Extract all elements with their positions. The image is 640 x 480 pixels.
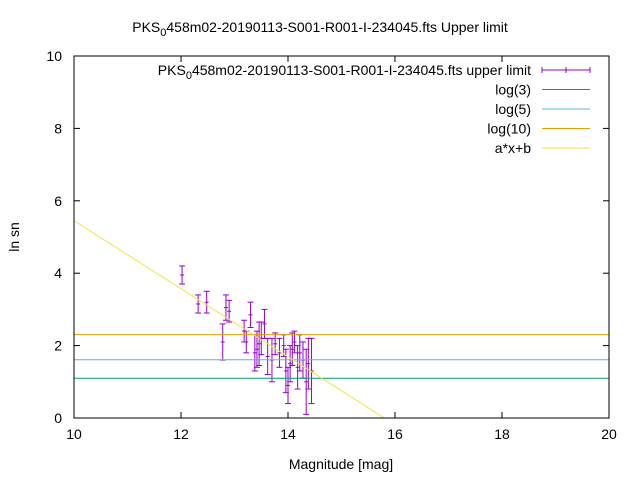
y-tick-label: 2 <box>54 338 62 354</box>
x-tick-label: 20 <box>601 426 617 442</box>
x-tick-label: 10 <box>66 426 82 442</box>
legend-entry-5: a*x+b <box>495 140 590 156</box>
chart-title-part-1: PKS <box>132 19 160 35</box>
data-point-17 <box>272 332 279 356</box>
data-point-1 <box>179 265 186 285</box>
x-tick-label: 12 <box>173 426 189 442</box>
y-tick-label: 4 <box>54 265 62 281</box>
legend-label: a*x+b <box>495 140 531 156</box>
x-tick-label: 14 <box>280 426 296 442</box>
legend-entry-2: log(3) <box>495 82 590 98</box>
chart-title-subscript: 0 <box>160 27 166 39</box>
legend-label: log(10) <box>487 121 531 137</box>
y-tick-label: 6 <box>54 193 62 209</box>
legend-label-part-1: PKS <box>158 62 186 78</box>
legend-entry-1: PKS0458m02-20190113-S001-R001-I-234045.f… <box>158 62 591 82</box>
y-tick-label: 0 <box>54 410 62 426</box>
legend-label-subscript: 0 <box>186 70 192 82</box>
x-tick-label: 18 <box>494 426 510 442</box>
x-axis-label: Magnitude [mag] <box>289 456 393 472</box>
legend-label: log(5) <box>495 101 531 117</box>
y-tick-label: 8 <box>54 120 62 136</box>
data-point-5 <box>222 294 229 321</box>
chart-title-part-2: 458m02-20190113-S001-R001-I-234045.fts U… <box>166 19 507 35</box>
axes: 10 12 14 16 18 20 0 2 4 6 8 10 <box>46 48 617 442</box>
legend-label: PKS0458m02-20190113-S001-R001-I-234045.f… <box>158 62 531 82</box>
data-point-3 <box>203 290 210 314</box>
fit-line <box>74 220 385 418</box>
data-point-18 <box>276 337 283 368</box>
axes-frame <box>73 55 610 419</box>
chart-title: PKS0458m02-20190113-S001-R001-I-234045.f… <box>132 19 508 39</box>
x-tick-label: 16 <box>387 426 403 442</box>
legend-entry-4: log(10) <box>487 121 590 137</box>
data-point-6 <box>226 299 233 323</box>
legend-label: log(3) <box>495 82 531 98</box>
data-point-2 <box>195 294 202 314</box>
data-point-9 <box>247 301 254 328</box>
data-point-29 <box>305 337 312 390</box>
data-point-14 <box>261 308 268 339</box>
y-axis-label: ln sn <box>6 222 22 252</box>
legend: PKS0458m02-20190113-S001-R001-I-234045.f… <box>158 62 591 156</box>
legend-entry-3: log(5) <box>495 101 590 117</box>
legend-label-part-2: 458m02-20190113-S001-R001-I-234045.fts u… <box>192 62 531 78</box>
data-layer <box>74 220 609 418</box>
y-tick-label: 10 <box>46 48 62 64</box>
data-point-4 <box>219 323 226 361</box>
